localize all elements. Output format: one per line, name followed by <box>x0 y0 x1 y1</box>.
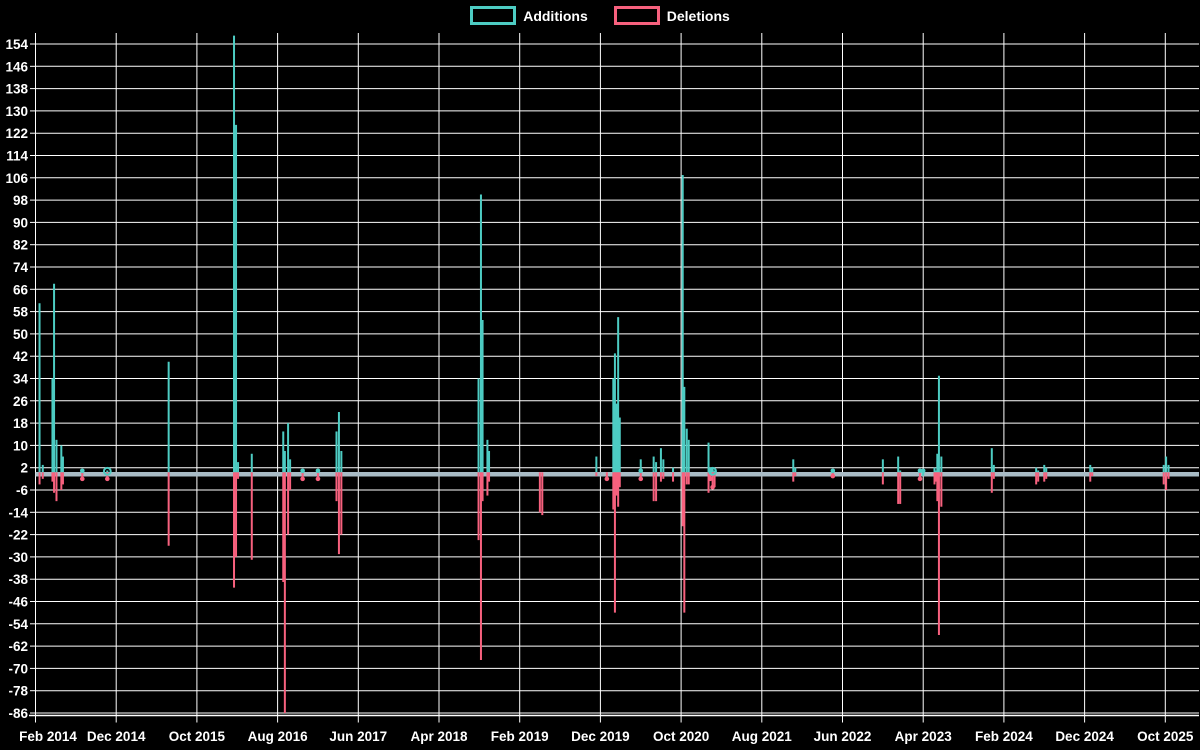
svg-text:34: 34 <box>13 372 29 387</box>
svg-text:2: 2 <box>20 461 28 476</box>
axes <box>29 43 1199 723</box>
additions-legend-label: Additions <box>523 7 588 24</box>
additions-swatch-icon <box>470 6 517 25</box>
svg-text:-70: -70 <box>8 661 28 676</box>
x-axis-label: Aug 2016 <box>248 729 309 744</box>
x-axis-label: Dec 2019 <box>571 729 630 744</box>
x-axis-label: Dec 2024 <box>1055 729 1114 744</box>
svg-text:66: 66 <box>13 282 29 297</box>
legend-item-deletions[interactable]: Deletions <box>613 6 730 25</box>
svg-text:10: 10 <box>13 438 28 453</box>
svg-text:82: 82 <box>13 238 28 253</box>
legend: Additions Deletions <box>0 6 1200 25</box>
svg-text:-14: -14 <box>8 505 28 520</box>
svg-text:-78: -78 <box>8 684 28 699</box>
svg-text:-30: -30 <box>8 550 28 565</box>
svg-text:122: 122 <box>5 126 28 141</box>
svg-text:-54: -54 <box>8 617 28 632</box>
svg-text:146: 146 <box>5 59 28 74</box>
x-axis-label: Jun 2017 <box>329 729 387 744</box>
x-axis-label: Oct 2015 <box>169 729 226 744</box>
svg-text:26: 26 <box>13 394 29 409</box>
svg-text:114: 114 <box>6 149 28 164</box>
legend-item-additions[interactable]: Additions <box>470 6 588 25</box>
svg-text:42: 42 <box>13 349 28 364</box>
y-axis-labels: 154 146 138 130 122 114 106 98 90 82 74 66 58 50 42 34 2… <box>5 37 28 721</box>
deletions-series <box>38 472 1170 713</box>
svg-text:-86: -86 <box>8 706 28 721</box>
svg-text:98: 98 <box>13 193 29 208</box>
x-axis-label: Dec 2014 <box>87 729 146 744</box>
additions-series <box>38 35 1170 476</box>
deletions-legend-label: Deletions <box>666 7 730 24</box>
svg-text:-22: -22 <box>8 528 28 543</box>
x-axis-label: Apr 2023 <box>895 729 953 744</box>
svg-text:-6: -6 <box>16 483 28 498</box>
point-markers <box>80 466 926 490</box>
svg-text:154: 154 <box>5 37 28 52</box>
svg-text:138: 138 <box>5 82 28 97</box>
svg-text:-46: -46 <box>8 595 28 610</box>
x-axis-label: Apr 2018 <box>410 729 468 744</box>
x-axis-label: Oct 2020 <box>653 729 709 744</box>
x-axis-label: Aug 2021 <box>732 729 793 744</box>
svg-text:106: 106 <box>5 171 28 186</box>
svg-text:-62: -62 <box>8 639 28 654</box>
x-axis-labels: Feb 2014 Dec 2014 Oct 2015 Aug 2016 Jun 2017… <box>19 729 1194 744</box>
svg-text:90: 90 <box>13 215 28 230</box>
deletions-swatch-icon <box>613 6 660 25</box>
svg-text:130: 130 <box>5 104 28 119</box>
svg-text:50: 50 <box>13 327 28 342</box>
x-axis-label: Feb 2024 <box>975 729 1033 744</box>
x-axis-label: Jun 2022 <box>814 729 872 744</box>
svg-text:74: 74 <box>13 260 29 275</box>
x-axis-label: Oct 2025 <box>1137 729 1194 744</box>
x-axis-label: Feb 2014 <box>19 729 77 744</box>
svg-text:18: 18 <box>13 416 29 431</box>
x-axis-label: Feb 2019 <box>491 729 549 744</box>
svg-text:58: 58 <box>13 305 29 320</box>
svg-text:-38: -38 <box>8 572 28 587</box>
